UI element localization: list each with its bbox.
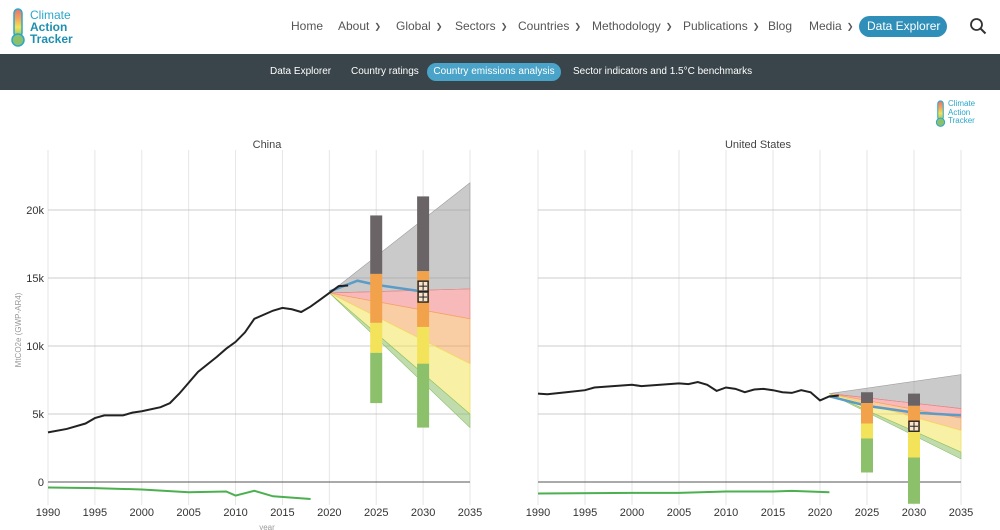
logo-line-2: Action	[30, 20, 68, 34]
site-logo[interactable]: Climate Action Tracker	[8, 6, 88, 48]
nav-media[interactable]: Media ❯	[809, 19, 853, 33]
emissions-charts: China 1990 1995 2000 2005 2010 2015 2020 2025 203…	[14, 139, 973, 530]
sub-navigation: Data Explorer Country ratings Country em…	[0, 54, 1000, 90]
x-tick-label: 2015	[761, 507, 785, 519]
subnav-data-explorer[interactable]: Data Explorer	[270, 66, 332, 77]
x-tick-label: 2005	[176, 507, 200, 519]
thermometer-icon	[935, 100, 946, 127]
y-tick-label: 20k	[26, 205, 44, 217]
x-tick-label: 2025	[364, 507, 388, 519]
historical-emissions-line	[47, 284, 349, 434]
chart-logo: Climate Action Tracker	[933, 99, 993, 129]
chevron-down-icon: ❯	[500, 22, 508, 31]
logo-line-3: Tracker	[30, 32, 73, 46]
y-tick-label: 10k	[26, 341, 44, 353]
subnav-country-ratings[interactable]: Country ratings	[351, 66, 419, 77]
nav-global-label: Global	[396, 19, 431, 33]
rating-bar-segment	[417, 363, 430, 428]
nav-data-explorer-label: Data Explorer	[867, 19, 941, 33]
x-tick-label: 2005	[667, 507, 691, 519]
rating-bar-segment	[370, 273, 383, 323]
nav-global[interactable]: Global ❯	[396, 19, 442, 33]
rating-bar-segment	[370, 352, 383, 404]
nav-sectors[interactable]: Sectors ❯	[455, 19, 507, 33]
nav-methodology[interactable]: Methodology ❯	[592, 19, 672, 33]
chevron-down-icon: ❯	[435, 22, 443, 31]
x-tick-label: 2030	[411, 507, 435, 519]
top-navigation: Climate Action Tracker Home About ❯ Globa…	[0, 0, 1000, 54]
lulucf-line	[47, 486, 311, 500]
x-tick-label: 2035	[458, 507, 482, 519]
nav-sectors-label: Sectors	[455, 19, 496, 33]
chart-title: United States	[725, 139, 792, 151]
y-tick-label: 5k	[32, 409, 44, 421]
x-tick-label: 2015	[270, 507, 294, 519]
rating-bar-segment	[370, 215, 383, 274]
x-tick-label: 2020	[808, 507, 832, 519]
nav-countries[interactable]: Countries ❯	[518, 19, 581, 33]
rating-bar-segment	[908, 393, 920, 406]
x-tick-label: 2025	[855, 507, 879, 519]
nav-publications-label: Publications	[683, 19, 748, 33]
y-tick-label: 0	[38, 477, 44, 489]
x-tick-label: 2035	[949, 507, 973, 519]
x-axis-label: year	[259, 523, 275, 530]
logo-line-1: Climate	[30, 8, 71, 22]
chart-title: China	[253, 139, 283, 151]
x-tick-label: 1995	[83, 507, 107, 519]
nav-about[interactable]: About ❯	[338, 19, 381, 33]
scenario-band	[328, 182, 471, 294]
policies-line	[829, 395, 962, 417]
nav-publications[interactable]: Publications ❯	[683, 19, 759, 33]
thermometer-icon	[11, 8, 25, 47]
x-tick-label: 1995	[573, 507, 597, 519]
rating-bar-segment	[908, 457, 920, 504]
chart-panel-1: United States 1990 1995 2000 2005 2010 2015 202…	[526, 139, 973, 519]
nav-blog-label: Blog	[768, 19, 793, 33]
nav-countries-label: Countries	[518, 19, 570, 33]
nav-home[interactable]: Home	[291, 19, 323, 33]
nav-blog[interactable]: Blog	[768, 19, 792, 33]
x-tick-label: 2010	[223, 507, 247, 519]
y-axis-label: MtCO2e (GWP-AR4)	[14, 292, 23, 367]
rating-bar-segment	[861, 392, 873, 404]
rating-bar-segment	[370, 322, 383, 353]
chevron-down-icon: ❯	[871, 45, 881, 52]
scenario-band	[329, 292, 471, 429]
rating-bar-segment	[908, 430, 920, 458]
chart-logo-line-3: Tracker	[948, 116, 975, 125]
chart-panel-0: China 1990 1995 2000 2005 2010 2015 2020 2025 203…	[14, 139, 482, 530]
nav-home-label: Home	[291, 19, 324, 33]
historical-emissions-line	[537, 381, 839, 402]
x-tick-label: 2020	[317, 507, 341, 519]
lulucf-line	[537, 489, 830, 495]
nav-methodology-label: Methodology	[592, 19, 661, 33]
chart-logo-line-1: Climate	[948, 99, 976, 108]
rating-bar-segment	[417, 326, 430, 364]
nav-data-explorer-button[interactable]: Data Explorer ❯	[859, 16, 947, 52]
chevron-down-icon: ❯	[752, 22, 760, 31]
x-tick-label: 2030	[902, 507, 926, 519]
x-tick-label: 1990	[36, 507, 60, 519]
rating-bar-segment	[861, 423, 873, 439]
nav-about-label: About	[338, 19, 370, 33]
chevron-down-icon: ❯	[374, 22, 382, 31]
x-tick-label: 2000	[130, 507, 154, 519]
x-tick-label: 2000	[620, 507, 644, 519]
x-tick-label: 1990	[526, 507, 550, 519]
chevron-down-icon: ❯	[574, 22, 582, 31]
chevron-down-icon: ❯	[846, 22, 854, 31]
x-tick-label: 2010	[714, 507, 738, 519]
nav-media-label: Media	[809, 19, 842, 33]
rating-bar-segment	[417, 196, 430, 272]
rating-bar-segment	[861, 438, 873, 473]
chevron-down-icon: ❯	[665, 22, 673, 31]
search-icon[interactable]	[969, 17, 987, 35]
subnav-sector-indicators[interactable]: Sector indicators and 1.5°C benchmarks	[573, 66, 753, 77]
subnav-country-emissions-analysis[interactable]: Country emissions analysis	[427, 63, 561, 81]
rating-bar-segment	[861, 403, 873, 424]
y-tick-label: 15k	[26, 273, 44, 285]
chart-logo-line-2: Action	[948, 107, 971, 117]
